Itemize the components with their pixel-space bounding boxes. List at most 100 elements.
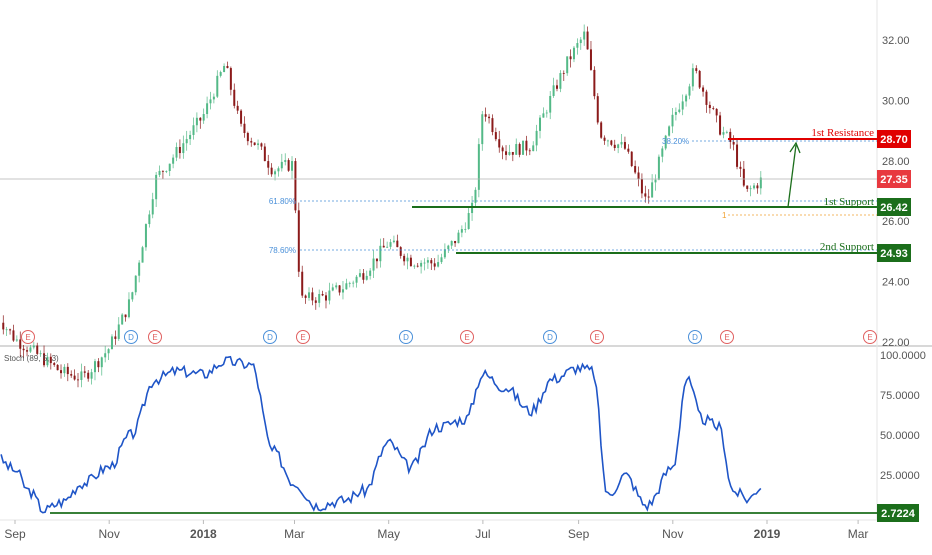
candle-body bbox=[671, 114, 674, 127]
price-tick-label: 30.00 bbox=[882, 95, 910, 107]
candle-body bbox=[572, 47, 575, 60]
candle-body bbox=[151, 199, 154, 215]
candle-body bbox=[185, 139, 188, 144]
candle-body bbox=[243, 123, 246, 133]
candle-body bbox=[338, 285, 341, 293]
stoch-tick-label: 50.0000 bbox=[880, 430, 920, 442]
candle-body bbox=[423, 262, 426, 264]
candle-body bbox=[12, 330, 15, 341]
candle-body bbox=[579, 39, 582, 44]
current-price: 27.35 bbox=[880, 174, 908, 186]
stoch-tick-label: 25.0000 bbox=[880, 470, 920, 482]
candle-body bbox=[110, 336, 113, 350]
candle-body bbox=[386, 246, 389, 248]
candlestick-series bbox=[2, 24, 762, 388]
candle-body bbox=[358, 273, 361, 277]
candle-body bbox=[522, 140, 525, 155]
candle-body bbox=[324, 295, 327, 301]
candle-body bbox=[161, 170, 164, 172]
candle-body bbox=[392, 240, 395, 243]
candle-body bbox=[250, 141, 253, 143]
candle-body bbox=[134, 275, 137, 293]
candle-body bbox=[308, 292, 311, 298]
stoch-line bbox=[0, 355, 762, 514]
candle-body bbox=[121, 314, 124, 325]
stoch-tick-label: 100.0000 bbox=[880, 350, 926, 362]
candle-body bbox=[505, 151, 508, 155]
candle-body bbox=[240, 110, 243, 124]
candle-body bbox=[236, 105, 239, 111]
event-marker-label: D bbox=[547, 333, 553, 342]
candle-body bbox=[545, 112, 548, 114]
event-marker-label: E bbox=[724, 333, 729, 342]
candle-body bbox=[715, 108, 718, 116]
event-marker bbox=[399, 330, 413, 344]
candle-body bbox=[26, 350, 29, 352]
candle-body bbox=[491, 118, 494, 133]
fibonacci-levels: 61.80% 78.60% 38.20% 1 bbox=[269, 137, 877, 255]
candle-body bbox=[719, 115, 722, 135]
candle-body bbox=[695, 68, 698, 71]
price-tick-label: 26.00 bbox=[882, 216, 910, 228]
candle-body bbox=[644, 193, 647, 197]
candle-body bbox=[549, 95, 552, 113]
stoch-tick-label: 75.0000 bbox=[880, 390, 920, 402]
candle-body bbox=[494, 132, 497, 140]
candle-body bbox=[148, 214, 151, 225]
candle-body bbox=[274, 171, 277, 175]
candle-body bbox=[63, 366, 66, 374]
candle-body bbox=[481, 114, 484, 145]
candle-body bbox=[107, 349, 110, 354]
support-1-price: 26.42 bbox=[880, 202, 908, 214]
candle-body bbox=[501, 147, 504, 152]
candle-body bbox=[589, 49, 592, 70]
candle-body bbox=[705, 91, 708, 105]
event-marker bbox=[296, 330, 310, 344]
candle-body bbox=[600, 122, 603, 138]
candle-body bbox=[172, 157, 175, 164]
candle-body bbox=[141, 247, 144, 263]
price-tick-label: 32.00 bbox=[882, 35, 910, 47]
candle-body bbox=[49, 356, 52, 364]
candle-body bbox=[617, 144, 620, 148]
candle-body bbox=[341, 289, 344, 293]
event-marker-label: E bbox=[300, 333, 305, 342]
candle-body bbox=[681, 101, 684, 110]
candle-body bbox=[433, 263, 436, 267]
time-tick-label: Jul bbox=[475, 527, 490, 541]
candle-body bbox=[127, 299, 130, 318]
support-2-price: 24.93 bbox=[880, 248, 908, 260]
candle-body bbox=[603, 137, 606, 141]
candle-body bbox=[270, 167, 273, 175]
time-tick-label: 2018 bbox=[190, 527, 217, 541]
candle-body bbox=[413, 265, 416, 267]
candle-body bbox=[189, 134, 192, 140]
candle-body bbox=[596, 96, 599, 123]
candle-body bbox=[5, 329, 8, 331]
candle-body bbox=[474, 189, 477, 203]
candle-body bbox=[382, 245, 385, 248]
candle-body bbox=[454, 240, 457, 244]
candle-body bbox=[674, 112, 677, 115]
candle-body bbox=[515, 144, 518, 155]
candle-body bbox=[352, 282, 355, 284]
candle-body bbox=[70, 374, 73, 376]
fib-1-label: 1 bbox=[722, 211, 727, 220]
candle-body bbox=[542, 113, 545, 118]
candle-body bbox=[22, 348, 25, 351]
event-marker-label: E bbox=[464, 333, 469, 342]
candle-body bbox=[195, 117, 198, 126]
candle-body bbox=[552, 85, 555, 96]
support-1-price-tag bbox=[877, 198, 911, 216]
event-marker-label: E bbox=[594, 333, 599, 342]
support-2-price-tag bbox=[877, 244, 911, 262]
stoch-indicator-label: Stoch (89, 5, 3) bbox=[4, 354, 59, 363]
candle-body bbox=[593, 69, 596, 97]
candle-body bbox=[664, 135, 667, 149]
candle-body bbox=[294, 161, 297, 211]
candle-body bbox=[430, 260, 433, 264]
candle-body bbox=[732, 141, 735, 145]
candle-body bbox=[409, 257, 412, 267]
candle-body bbox=[100, 357, 103, 368]
